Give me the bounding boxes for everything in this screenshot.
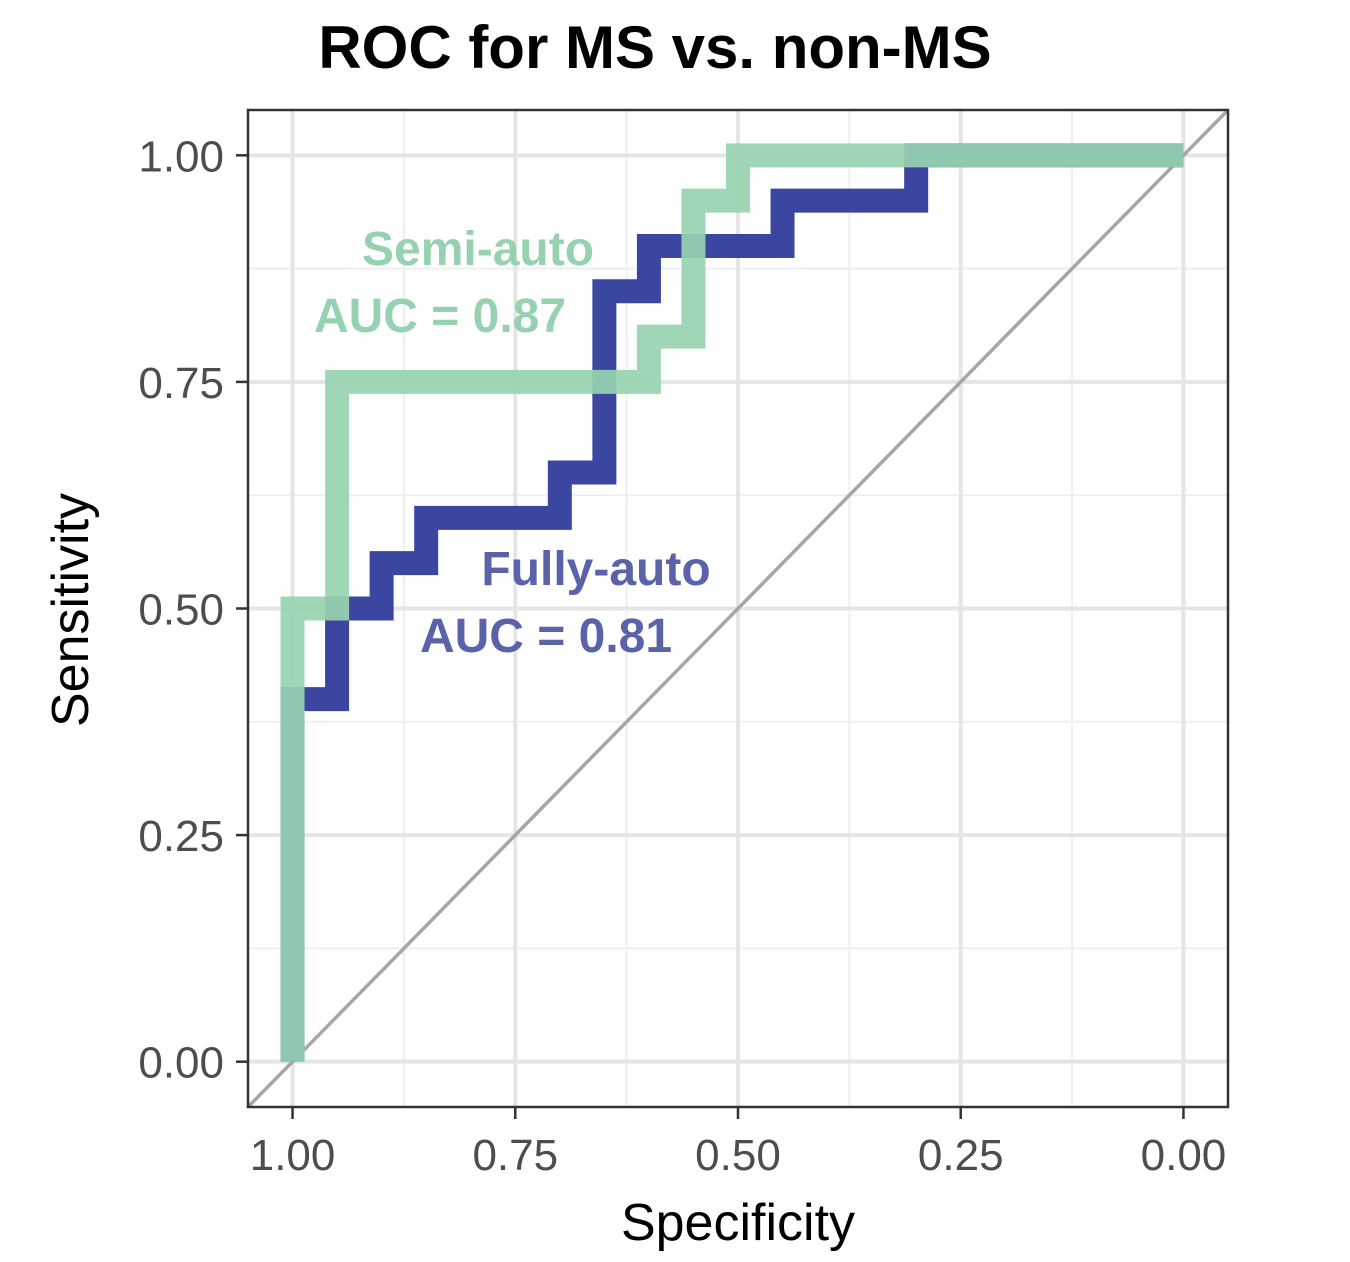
fully-auto-auc-label: AUC = 0.81 <box>420 610 672 663</box>
x-tick-label: 1.00 <box>250 1131 336 1180</box>
y-tick-label: 0.00 <box>138 1039 224 1088</box>
semi-auto-label: Semi-auto <box>362 223 594 276</box>
y-tick-label: 0.25 <box>138 812 224 861</box>
semi-auto-auc-label: AUC = 0.87 <box>314 290 566 343</box>
fully-auto-label: Fully-auto <box>481 543 710 596</box>
x-tick-label: 0.25 <box>918 1131 1004 1180</box>
x-axis-title: Specificity <box>621 1194 855 1252</box>
x-tick-label: 0.00 <box>1141 1131 1227 1180</box>
y-tick-label: 0.50 <box>138 586 224 635</box>
y-axis-ticks: 0.00 0.25 0.50 0.75 1.00 <box>138 132 248 1088</box>
reference-diagonal <box>246 108 1230 1109</box>
chart-title: ROC for MS vs. non-MS <box>318 14 991 81</box>
x-tick-label: 0.75 <box>472 1131 558 1180</box>
series-layer <box>280 143 1184 1062</box>
y-tick-label: 1.00 <box>138 132 224 181</box>
x-axis-ticks: 1.00 0.75 0.50 0.25 0.00 <box>250 1107 1227 1180</box>
x-tick-label: 0.50 <box>695 1131 781 1180</box>
y-axis-title: Sensitivity <box>42 493 100 727</box>
annotation-layer: Semi-auto AUC = 0.87 Fully-auto AUC = 0.… <box>314 223 711 663</box>
semi-auto-roc-curve <box>280 143 1184 1062</box>
y-tick-label: 0.75 <box>138 359 224 408</box>
